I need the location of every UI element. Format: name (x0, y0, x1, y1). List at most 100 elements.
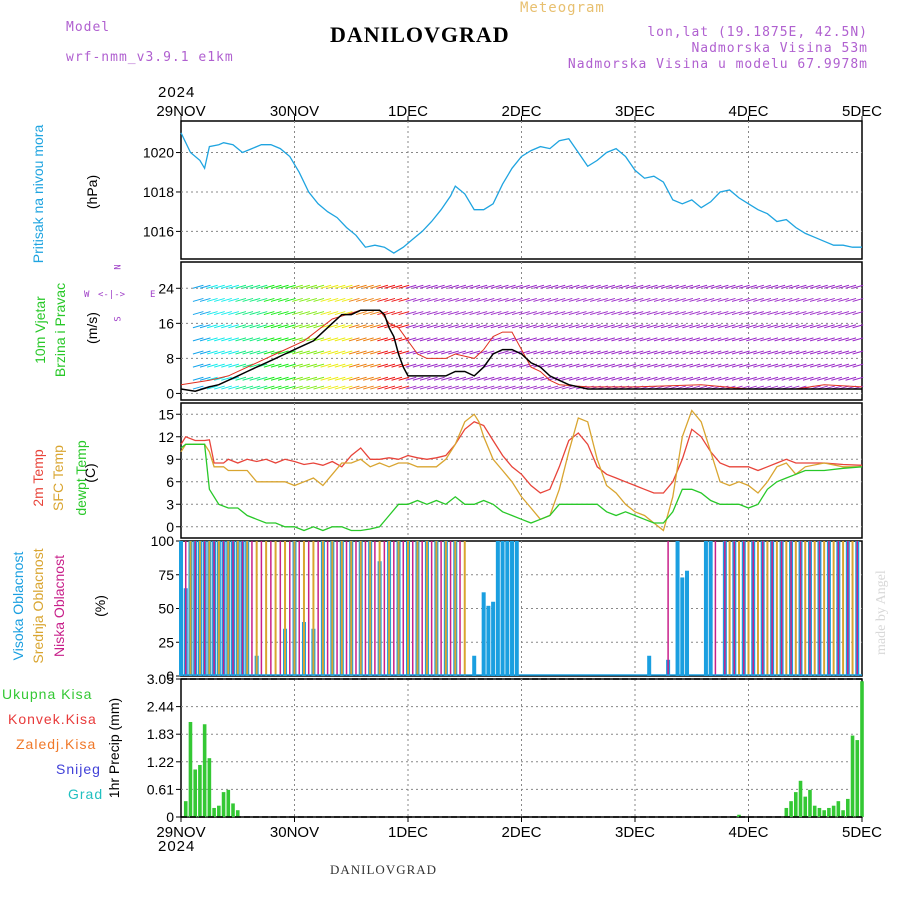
wind-barb (731, 311, 743, 316)
wind-barb (284, 376, 296, 381)
wind-barb (554, 385, 566, 390)
wind-barb (384, 337, 396, 342)
wind-barb (831, 363, 842, 368)
wind-barb (731, 297, 743, 302)
wind-barb (384, 350, 396, 355)
wind-barb (490, 385, 502, 390)
wind-barb (824, 297, 835, 302)
wind-barb (292, 284, 303, 289)
wind-barb (341, 297, 353, 302)
wind-barb (554, 337, 566, 342)
wind-barb (604, 376, 615, 381)
wind-barb (646, 324, 658, 329)
wind-barb (199, 297, 211, 302)
wind-barb (653, 363, 665, 368)
wind-barb (668, 363, 679, 368)
wind-barb (462, 311, 474, 316)
cloud-low-bar (203, 541, 206, 676)
wind-barb (753, 297, 764, 302)
wind-barb (419, 311, 431, 316)
wind-barb (284, 284, 296, 289)
wind-barb (738, 363, 750, 368)
wind-barb (767, 363, 779, 368)
wind-barb (299, 297, 310, 302)
wind-barb (334, 363, 346, 368)
wind-barb (809, 350, 821, 355)
wind-barb (490, 363, 502, 368)
y-tick-label: 0 (166, 809, 174, 825)
wind-barb (845, 324, 857, 329)
wind-barb (398, 350, 410, 355)
precip-bar (793, 792, 798, 817)
cloud-low-bar (298, 541, 300, 676)
year-bottom: 2024 (158, 838, 196, 855)
cloud-low-bar (345, 541, 348, 676)
wind-barb (235, 350, 247, 355)
wind-barb (738, 350, 750, 355)
wind-barb (519, 284, 530, 289)
cloud-low-bar (383, 541, 386, 676)
wind-barb (738, 311, 750, 316)
wind-barb (675, 350, 686, 355)
wind-barb (511, 376, 523, 381)
compass-cross: <-|-> (98, 290, 126, 300)
wind-barb (817, 324, 828, 329)
wind-barb (675, 284, 686, 289)
x-tick-label-top: 4DEC (728, 103, 768, 120)
cloud-low-bar (828, 541, 830, 676)
wind-barb (341, 284, 353, 289)
wind-barb (526, 376, 537, 381)
wind-barb (270, 350, 282, 355)
wind-barb (334, 297, 346, 302)
cloud-low-bar (440, 541, 442, 676)
wind-barb (221, 350, 232, 355)
wind-barb (611, 324, 623, 329)
wind-barb (717, 350, 729, 355)
wind-barb (320, 284, 332, 289)
wind-barb (738, 324, 750, 329)
cloud-mid-bar (378, 541, 381, 676)
wind-barb (597, 284, 608, 289)
wind-barb (370, 284, 381, 289)
wind-barb (256, 311, 268, 316)
wind-barb (568, 376, 580, 381)
wind-barb (235, 284, 247, 289)
wind-barb (568, 324, 580, 329)
wind-barb (263, 284, 275, 289)
wind-barb (327, 297, 339, 302)
wind-barb (377, 350, 388, 355)
wind-barb (625, 324, 637, 329)
cloud-high-bar (703, 541, 708, 676)
wind-barb (214, 363, 225, 368)
cloud-mid-bar (388, 541, 391, 676)
wind-barb (760, 350, 772, 355)
wind-barb (575, 363, 587, 368)
wind-barb (646, 350, 658, 355)
x-tick-label-top: 30NOV (270, 103, 319, 120)
wind-barb (582, 284, 594, 289)
wind-barb (263, 311, 275, 316)
cloud-mid-bar (236, 541, 239, 676)
wind-barb (327, 350, 339, 355)
wind-barb (519, 385, 530, 390)
wind-barb (419, 385, 431, 390)
precip-bar (231, 803, 235, 817)
wind-barb (526, 350, 537, 355)
wind-barb (192, 350, 204, 355)
wind-barb (519, 376, 530, 381)
precip-bar (822, 810, 826, 817)
wind-barb (646, 297, 658, 302)
wind-barb (242, 324, 254, 329)
wind-barb (426, 297, 438, 302)
wind-barb (590, 297, 601, 302)
cloud-low-bar (317, 541, 319, 676)
wind-barb (753, 284, 764, 289)
wind-barb (497, 376, 509, 381)
wind-barb (838, 363, 850, 368)
wind-barb (632, 363, 644, 368)
wind-barb (802, 363, 814, 368)
wind-barb (348, 284, 360, 289)
y-tick-label: 0 (166, 385, 174, 401)
wind-barb (263, 376, 275, 381)
